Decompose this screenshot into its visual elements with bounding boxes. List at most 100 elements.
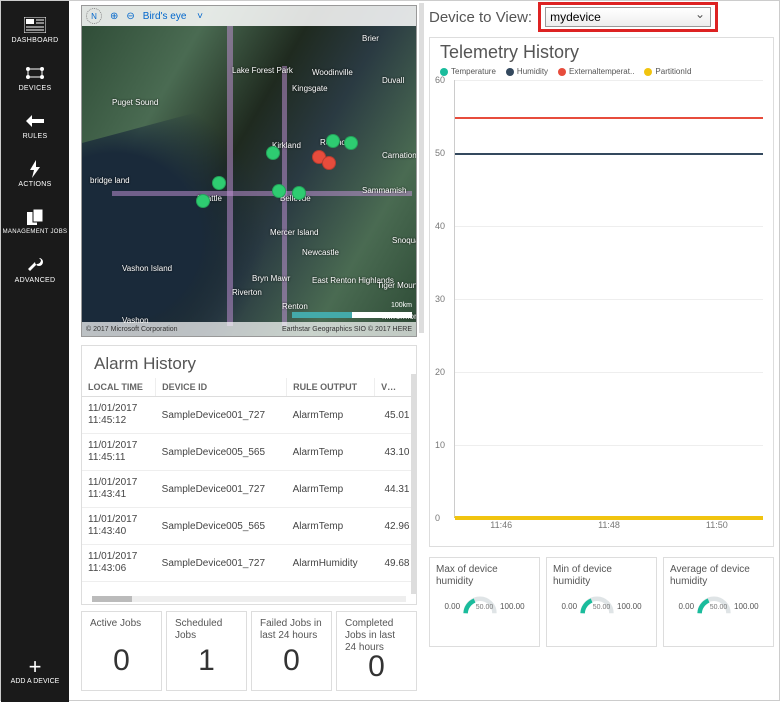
sidebar-item-label: ADVANCED [15, 277, 56, 284]
job-tile[interactable]: Completed Jobs in last 24 hours0 [336, 611, 417, 691]
sidebar-item-actions[interactable]: ACTIONS [1, 149, 69, 197]
map-city-label: Carnation [382, 151, 417, 160]
map-zoom-in-icon[interactable]: ⊕ [110, 11, 118, 22]
alarm-row[interactable]: 11/01/2017 11:45:11SampleDevice005_565Al… [82, 434, 416, 471]
map-scale: 100km [292, 312, 412, 318]
alarm-col-header[interactable]: DEVICE ID [156, 378, 287, 397]
gauge-mid: 50.00 [436, 604, 533, 611]
alarm-row[interactable]: 11/01/2017 11:45:12SampleDevice001_727Al… [82, 397, 416, 434]
map-compass-icon[interactable]: N [86, 8, 102, 24]
y-tick: 0 [435, 513, 440, 523]
map-scrollbar[interactable] [419, 3, 424, 333]
add-device-label: ADD A DEVICE [11, 678, 60, 685]
gauge-mid: 50.00 [670, 604, 767, 611]
telemetry-card: Telemetry History TemperatureHumidityExt… [429, 37, 774, 547]
management-jobs-icon [23, 207, 47, 227]
alarm-row[interactable]: 11/01/2017 11:43:41SampleDevice001_727Al… [82, 471, 416, 508]
map-device-pin[interactable] [272, 184, 286, 198]
map-city-label: Duvall [382, 76, 404, 85]
y-tick: 30 [435, 294, 445, 304]
alarm-history-title: Alarm History [82, 346, 416, 378]
map-device-pin[interactable] [326, 134, 340, 148]
alarm-col-header[interactable]: V… [375, 378, 416, 397]
map-credits: © 2017 Microsoft CorporationEarthstar Ge… [82, 322, 416, 336]
gauge-tiles: Max of device humidity0.00100.0050.00Min… [429, 557, 774, 647]
alarm-row[interactable]: 11/01/2017 11:43:06SampleDevice001_727Al… [82, 545, 416, 582]
job-tiles: Active Jobs0Scheduled Jobs1Failed Jobs i… [81, 611, 417, 691]
map-device-pin[interactable] [322, 156, 336, 170]
gauge-tile[interactable]: Max of device humidity0.00100.0050.00 [429, 557, 540, 647]
x-tick: 11:46 [490, 520, 512, 530]
sidebar-item-label: DASHBOARD [11, 37, 58, 44]
job-tile[interactable]: Active Jobs0 [81, 611, 162, 691]
gauge-tile[interactable]: Average of device humidity0.00100.0050.0… [663, 557, 774, 647]
map-city-label: Snoqualmi [392, 236, 417, 245]
legend-item[interactable]: Temperature [440, 67, 496, 76]
job-label: Active Jobs [90, 618, 153, 644]
sidebar-item-advanced[interactable]: ADVANCED [1, 245, 69, 293]
map-city-label: Bryn Mawr [252, 274, 290, 283]
legend-item[interactable]: Humidity [506, 67, 548, 76]
alarm-table: LOCAL TIMEDEVICE IDRULE OUTPUTV… 11/01/2… [82, 378, 416, 582]
map-city-label: Brier [362, 34, 379, 43]
device-to-view-label: Device to View: [429, 9, 532, 26]
map-city-label: Sammamish [362, 186, 406, 195]
alarm-hscroll[interactable] [92, 596, 406, 602]
map-device-pin[interactable] [292, 186, 306, 200]
map-device-pin[interactable] [196, 194, 210, 208]
sidebar-item-devices[interactable]: DEVICES [1, 53, 69, 101]
y-tick: 20 [435, 367, 445, 377]
map-city-label: Riverton [232, 288, 262, 297]
alarm-history-card: Alarm History LOCAL TIMEDEVICE IDRULE OU… [81, 345, 417, 605]
sidebar-item-label: DEVICES [19, 85, 52, 92]
sidebar-item-dashboard[interactable]: DASHBOARD [1, 5, 69, 53]
legend-item[interactable]: Externaltemperat.. [558, 67, 634, 76]
device-to-view-select[interactable]: mydevice [545, 7, 711, 27]
y-tick: 40 [435, 221, 445, 231]
gauge-label: Max of device humidity [436, 564, 533, 588]
sidebar-item-rules[interactable]: RULES [1, 101, 69, 149]
map-panel[interactable]: BrierLake Forest ParkWoodinvilleKingsgat… [81, 5, 417, 337]
alarm-vscroll[interactable] [411, 374, 416, 594]
alarm-col-header[interactable]: RULE OUTPUT [287, 378, 375, 397]
alarm-col-header[interactable]: LOCAL TIME [82, 378, 156, 397]
gauge-label: Average of device humidity [670, 564, 767, 588]
map-toolbar: N ⊕ ⊖ Bird's eye ˅ [82, 6, 416, 26]
alarm-row[interactable]: 11/01/2017 11:43:40SampleDevice005_565Al… [82, 508, 416, 545]
map-city-label: Renton [282, 302, 308, 311]
map-city-label: Newcastle [302, 248, 339, 257]
map-device-pin[interactable] [266, 146, 280, 160]
sidebar-item-management-jobs[interactable]: MANAGEMENT JOBS [1, 197, 69, 245]
gauge-mid: 50.00 [553, 604, 650, 611]
y-tick: 10 [435, 440, 445, 450]
legend-item[interactable]: PartitionId [644, 67, 691, 76]
map-device-pin[interactable] [212, 176, 226, 190]
y-tick: 60 [435, 75, 445, 85]
map-view-toggle[interactable]: Bird's eye ˅ [143, 11, 211, 22]
telemetry-chart: 010203040506011:4611:4811:50 [454, 80, 763, 518]
series-line [455, 117, 763, 119]
telemetry-legend: Temperature Humidity Externaltemperat.. Par… [430, 67, 773, 80]
job-label: Failed Jobs in last 24 hours [260, 618, 323, 644]
map-device-pin[interactable] [344, 136, 358, 150]
x-tick: 11:50 [706, 520, 728, 530]
map-zoom-out-icon[interactable]: ⊖ [126, 11, 134, 22]
job-label: Completed Jobs in last 24 hours [345, 618, 408, 650]
job-tile[interactable]: Failed Jobs in last 24 hours0 [251, 611, 332, 691]
map-city-label: Mercer Island [270, 228, 318, 237]
add-device-button[interactable]: + ADD A DEVICE [1, 646, 69, 694]
gauge-tile[interactable]: Min of device humidity0.00100.0050.00 [546, 557, 657, 647]
device-select-highlight: mydevice [538, 2, 718, 32]
job-value: 0 [260, 644, 323, 678]
bolt-icon [23, 159, 47, 179]
job-value: 1 [175, 644, 238, 678]
dashboard-icon [23, 15, 47, 35]
sidebar: DASHBOARD DEVICES RULES ACTIONS MANAGEME… [1, 1, 69, 702]
job-tile[interactable]: Scheduled Jobs1 [166, 611, 247, 691]
y-tick: 50 [435, 148, 445, 158]
map-city-label: Woodinville [312, 68, 353, 77]
gauge-label: Min of device humidity [553, 564, 650, 588]
map-city-label: bridge land [90, 176, 130, 185]
sidebar-item-label: RULES [23, 133, 48, 140]
map-imagery: BrierLake Forest ParkWoodinvilleKingsgat… [82, 6, 416, 336]
